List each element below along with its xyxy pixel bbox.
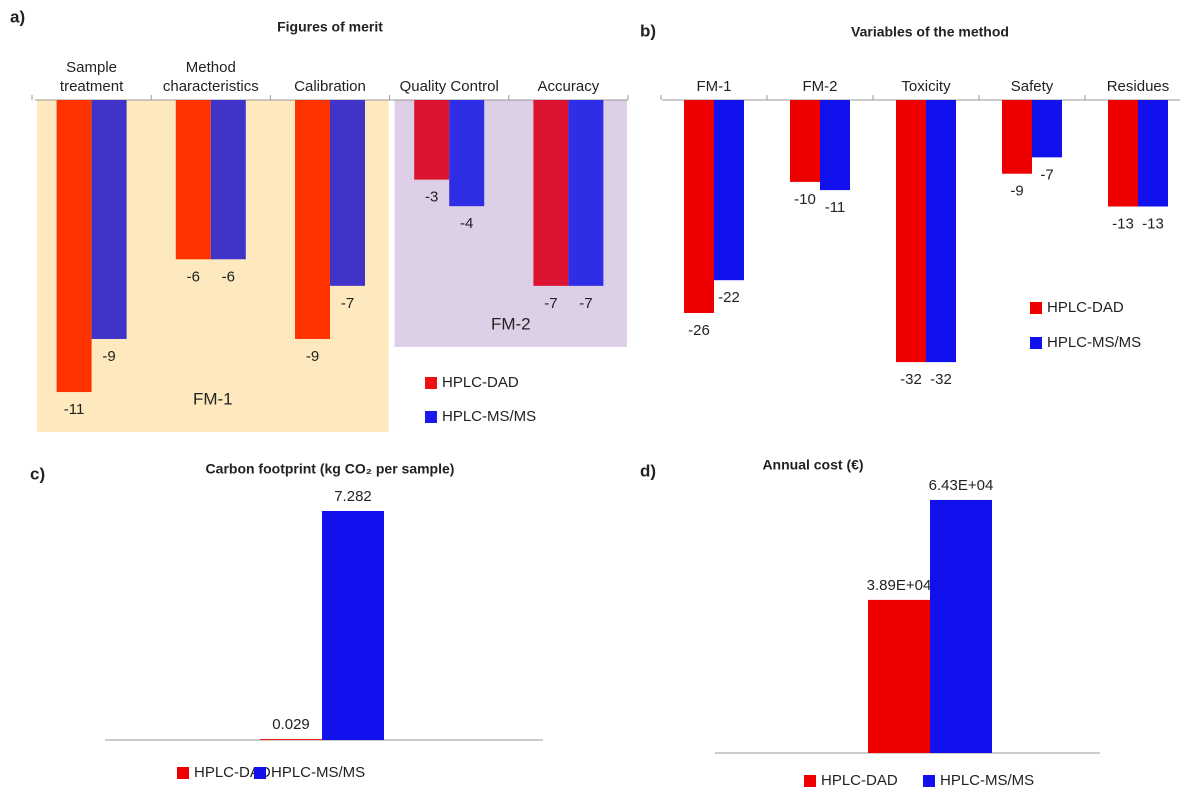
data-label: -9 (1010, 183, 1023, 200)
bar (330, 100, 365, 286)
bar (1108, 100, 1138, 207)
data-label: -7 (544, 295, 557, 312)
data-label: -11 (64, 401, 85, 418)
legend-swatch (254, 767, 266, 779)
panel-label: d) (640, 461, 656, 480)
bar (868, 599, 930, 753)
bar (568, 100, 604, 286)
bar (295, 100, 330, 339)
bar (533, 100, 569, 286)
chart-title: Annual cost (€) (762, 457, 863, 473)
data-label: -10 (794, 191, 816, 208)
data-label: -7 (1040, 166, 1053, 183)
legend-label: HPLC-DAD (821, 772, 898, 789)
bar (449, 100, 485, 207)
bar (926, 100, 956, 363)
bar (790, 100, 820, 182)
bar (414, 100, 450, 180)
bar (684, 100, 714, 313)
legend-swatch (923, 775, 935, 787)
data-label: 6.43E+04 (929, 477, 994, 494)
legend-label: HPLC-MS/MS (940, 772, 1034, 789)
data-label: -9 (102, 348, 115, 365)
bar (91, 100, 127, 339)
bar (1032, 100, 1062, 158)
chart-title: Carbon footprint (kg CO₂ per sample) (206, 461, 455, 477)
x-tick-label: Accuracy (537, 78, 600, 95)
data-label: -3 (425, 189, 438, 206)
chart-title: Figures of merit (277, 19, 383, 35)
data-label: 0.029 (272, 716, 310, 733)
x-tick-label: Method characteristics (162, 59, 259, 95)
bar (820, 100, 850, 191)
legend-swatch (1030, 302, 1042, 314)
data-label: -4 (460, 215, 473, 232)
x-tick-label: Calibration (294, 78, 366, 95)
bar (322, 510, 384, 740)
legend-swatch (425, 411, 437, 423)
bar (714, 100, 744, 281)
legend-label: HPLC-MS/MS (1047, 334, 1141, 351)
group-label: FM-1 (193, 389, 233, 408)
data-label: 7.282 (334, 488, 372, 505)
data-label: 3.89E+04 (867, 577, 932, 594)
x-tick-label: Quality Control (399, 78, 499, 95)
bar (1138, 100, 1168, 207)
chart-title: Variables of the method (851, 24, 1009, 40)
bar (260, 739, 322, 740)
bar (1002, 100, 1032, 174)
data-label: -13 (1142, 215, 1164, 232)
group-label: FM-2 (491, 314, 531, 333)
bar (930, 499, 992, 753)
bar (175, 100, 211, 260)
legend-label: HPLC-DAD (442, 374, 519, 391)
bar (896, 100, 926, 363)
data-label: -11 (825, 199, 846, 216)
data-label: -6 (222, 268, 235, 285)
data-label: -26 (688, 322, 710, 339)
panel-label: b) (640, 21, 656, 40)
data-label: -22 (718, 289, 740, 306)
data-label: -7 (579, 295, 592, 312)
x-tick-label: Sample treatment (59, 59, 124, 95)
x-tick-label: FM-1 (696, 78, 732, 95)
panel-label: a) (10, 7, 25, 26)
bar (56, 100, 92, 393)
legend-label: HPLC-MS/MS (271, 764, 365, 781)
bar (210, 100, 246, 260)
data-label: -7 (341, 295, 354, 312)
x-tick-label: Safety (1010, 78, 1054, 95)
legend-swatch (1030, 337, 1042, 349)
legend-label: HPLC-DAD (194, 764, 271, 781)
legend-label: HPLC-MS/MS (442, 408, 536, 425)
data-label: -32 (930, 371, 952, 388)
data-label: -9 (306, 348, 319, 365)
legend-swatch (425, 377, 437, 389)
data-label: -6 (187, 268, 200, 285)
legend-swatch (804, 775, 816, 787)
x-tick-label: FM-2 (802, 78, 838, 95)
x-tick-label: Toxicity (901, 78, 951, 95)
x-tick-label: Residues (1106, 78, 1170, 95)
panel-label: c) (30, 464, 45, 483)
legend-label: HPLC-DAD (1047, 299, 1124, 316)
legend-swatch (177, 767, 189, 779)
data-label: -32 (900, 371, 922, 388)
data-label: -13 (1112, 215, 1134, 232)
